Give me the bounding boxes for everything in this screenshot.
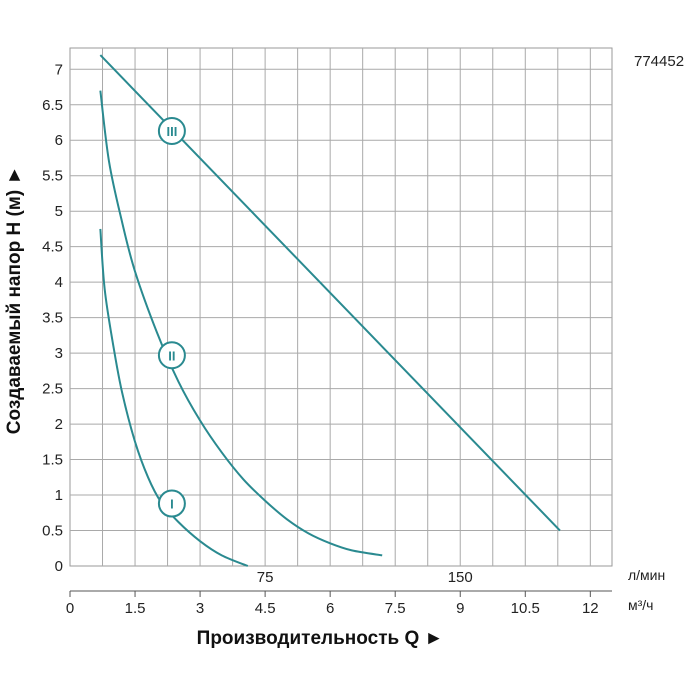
y-tick-label: 6 xyxy=(55,132,63,149)
y-tick-label: 5.5 xyxy=(42,168,63,185)
x-tick-label-m3h: 3 xyxy=(196,600,204,617)
x-unit-lmin: л/мин xyxy=(628,567,665,583)
y-tick-label: 0.5 xyxy=(42,523,63,540)
y-tick-label: 0 xyxy=(55,558,63,575)
plot-frame xyxy=(69,47,613,567)
series-line-I xyxy=(99,228,249,567)
y-tick-label: 7 xyxy=(55,61,63,78)
y-tick-label: 6.5 xyxy=(42,97,63,114)
x-tick-label-m3h: 7.5 xyxy=(385,600,406,617)
curve-marker-I xyxy=(157,489,186,518)
x-axis-title: Производительность Q ► xyxy=(197,628,444,649)
y-tick-label: 5 xyxy=(55,203,63,220)
x-tick-label-lmin: 150 xyxy=(448,569,473,586)
curve-marker-label-I: I xyxy=(170,497,174,512)
x-tick-label-m3h: 4.5 xyxy=(255,600,276,617)
y-tick-label: 1 xyxy=(55,487,63,504)
y-axis-title: Создаваемый напор H (м) ► xyxy=(4,166,25,435)
x-tick-label-lmin: 75 xyxy=(257,569,274,586)
curve-marker-label-II: II xyxy=(168,348,175,363)
x-tick-label-m3h: 12 xyxy=(582,600,599,617)
x-tick-label-m3h: 6 xyxy=(326,600,334,617)
x-tick-label-m3h: 1.5 xyxy=(125,600,146,617)
x-axis: 0 1.5 3 4.5 6 7.5 9 10.5 12 75 150 xyxy=(66,569,612,617)
grid xyxy=(69,47,613,567)
y-tick-label: 2.5 xyxy=(42,381,63,398)
x-tick-label-m3h: 10.5 xyxy=(511,600,540,617)
curve-marker-II xyxy=(157,341,186,370)
x-unit-m3h: м³/ч xyxy=(628,597,653,613)
y-tick-labels: 0 0.5 1 1.5 2 2.5 3 3.5 4 4.5 5 5.5 6 6.5 7 xyxy=(42,61,63,575)
product-code: 774452 xyxy=(634,53,684,70)
x-tick-label-m3h: 0 xyxy=(66,600,74,617)
y-tick-label: 4.5 xyxy=(42,239,63,256)
y-tick-label: 1.5 xyxy=(42,452,63,469)
y-tick-label: 3 xyxy=(55,345,63,362)
curve-marker-III xyxy=(157,117,186,146)
series-line-II xyxy=(99,90,383,557)
curve-marker-label-III: III xyxy=(166,124,177,139)
y-tick-label: 2 xyxy=(55,416,63,433)
y-tick-label: 4 xyxy=(55,274,63,291)
y-tick-label: 3.5 xyxy=(42,310,63,327)
x-tick-label-m3h: 9 xyxy=(456,600,464,617)
